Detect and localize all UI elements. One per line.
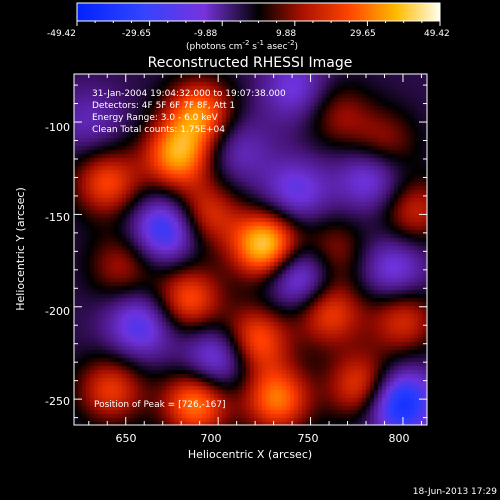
annotation-time: 31-Jan-2004 19:04:32.000 to 19:07:38.000 [92,89,286,99]
plot-frame [73,73,428,426]
x-tick-label: 750 [298,432,319,445]
colorbar-tick-label: 49.42 [424,29,450,39]
colorbar-ticks [76,21,441,26]
annotation-energy: Energy Range: 3.0 - 6.0 keV [92,113,219,123]
chart-title: Reconstructed RHESSI Image [148,55,353,71]
colorbar-gradient [76,2,441,22]
y-tick-label: -150 [45,211,70,224]
heatmap-image [74,74,427,425]
colorbar-units: (photons cm-2 s-1 asec-2) [186,39,298,52]
colorbar-tick-label: -49.42 [47,29,76,39]
plot-area [73,73,428,426]
x-tick-label: 650 [116,432,137,445]
colorbar-tick-label: 29.65 [350,29,376,39]
colorbar-tick-label: 9.88 [276,29,296,39]
y-tick-label: -100 [45,121,70,134]
x-tick-label: 800 [389,432,410,445]
axis-ticks [74,74,427,425]
colorbar-tick-label: -9.88 [194,29,218,39]
annotation-counts: Clean Total counts: 1.75E+04 [92,125,225,135]
annotation-detectors: Detectors: 4F 5F 6F 7F 8F, Att 1 [92,101,235,111]
colorbar: -49.42 -29.65 -9.88 9.88 29.65 49.42 (ph… [47,2,450,52]
x-axis-label: Heliocentric X (arcsec) [188,448,312,461]
footer-timestamp: 18-Jun-2013 17:29 [413,487,497,497]
annotation-block: 31-Jan-2004 19:04:32.000 to 19:07:38.000… [92,89,286,410]
y-axis-label: Heliocentric Y (arcsec) [14,187,27,311]
y-tick-label: -250 [45,395,70,408]
x-tick-label: 700 [201,432,222,445]
peak-position-label: Position of Peak = [726,-167] [94,400,226,410]
y-tick-label: -200 [45,305,70,318]
colorbar-tick-label: -29.65 [122,29,151,39]
